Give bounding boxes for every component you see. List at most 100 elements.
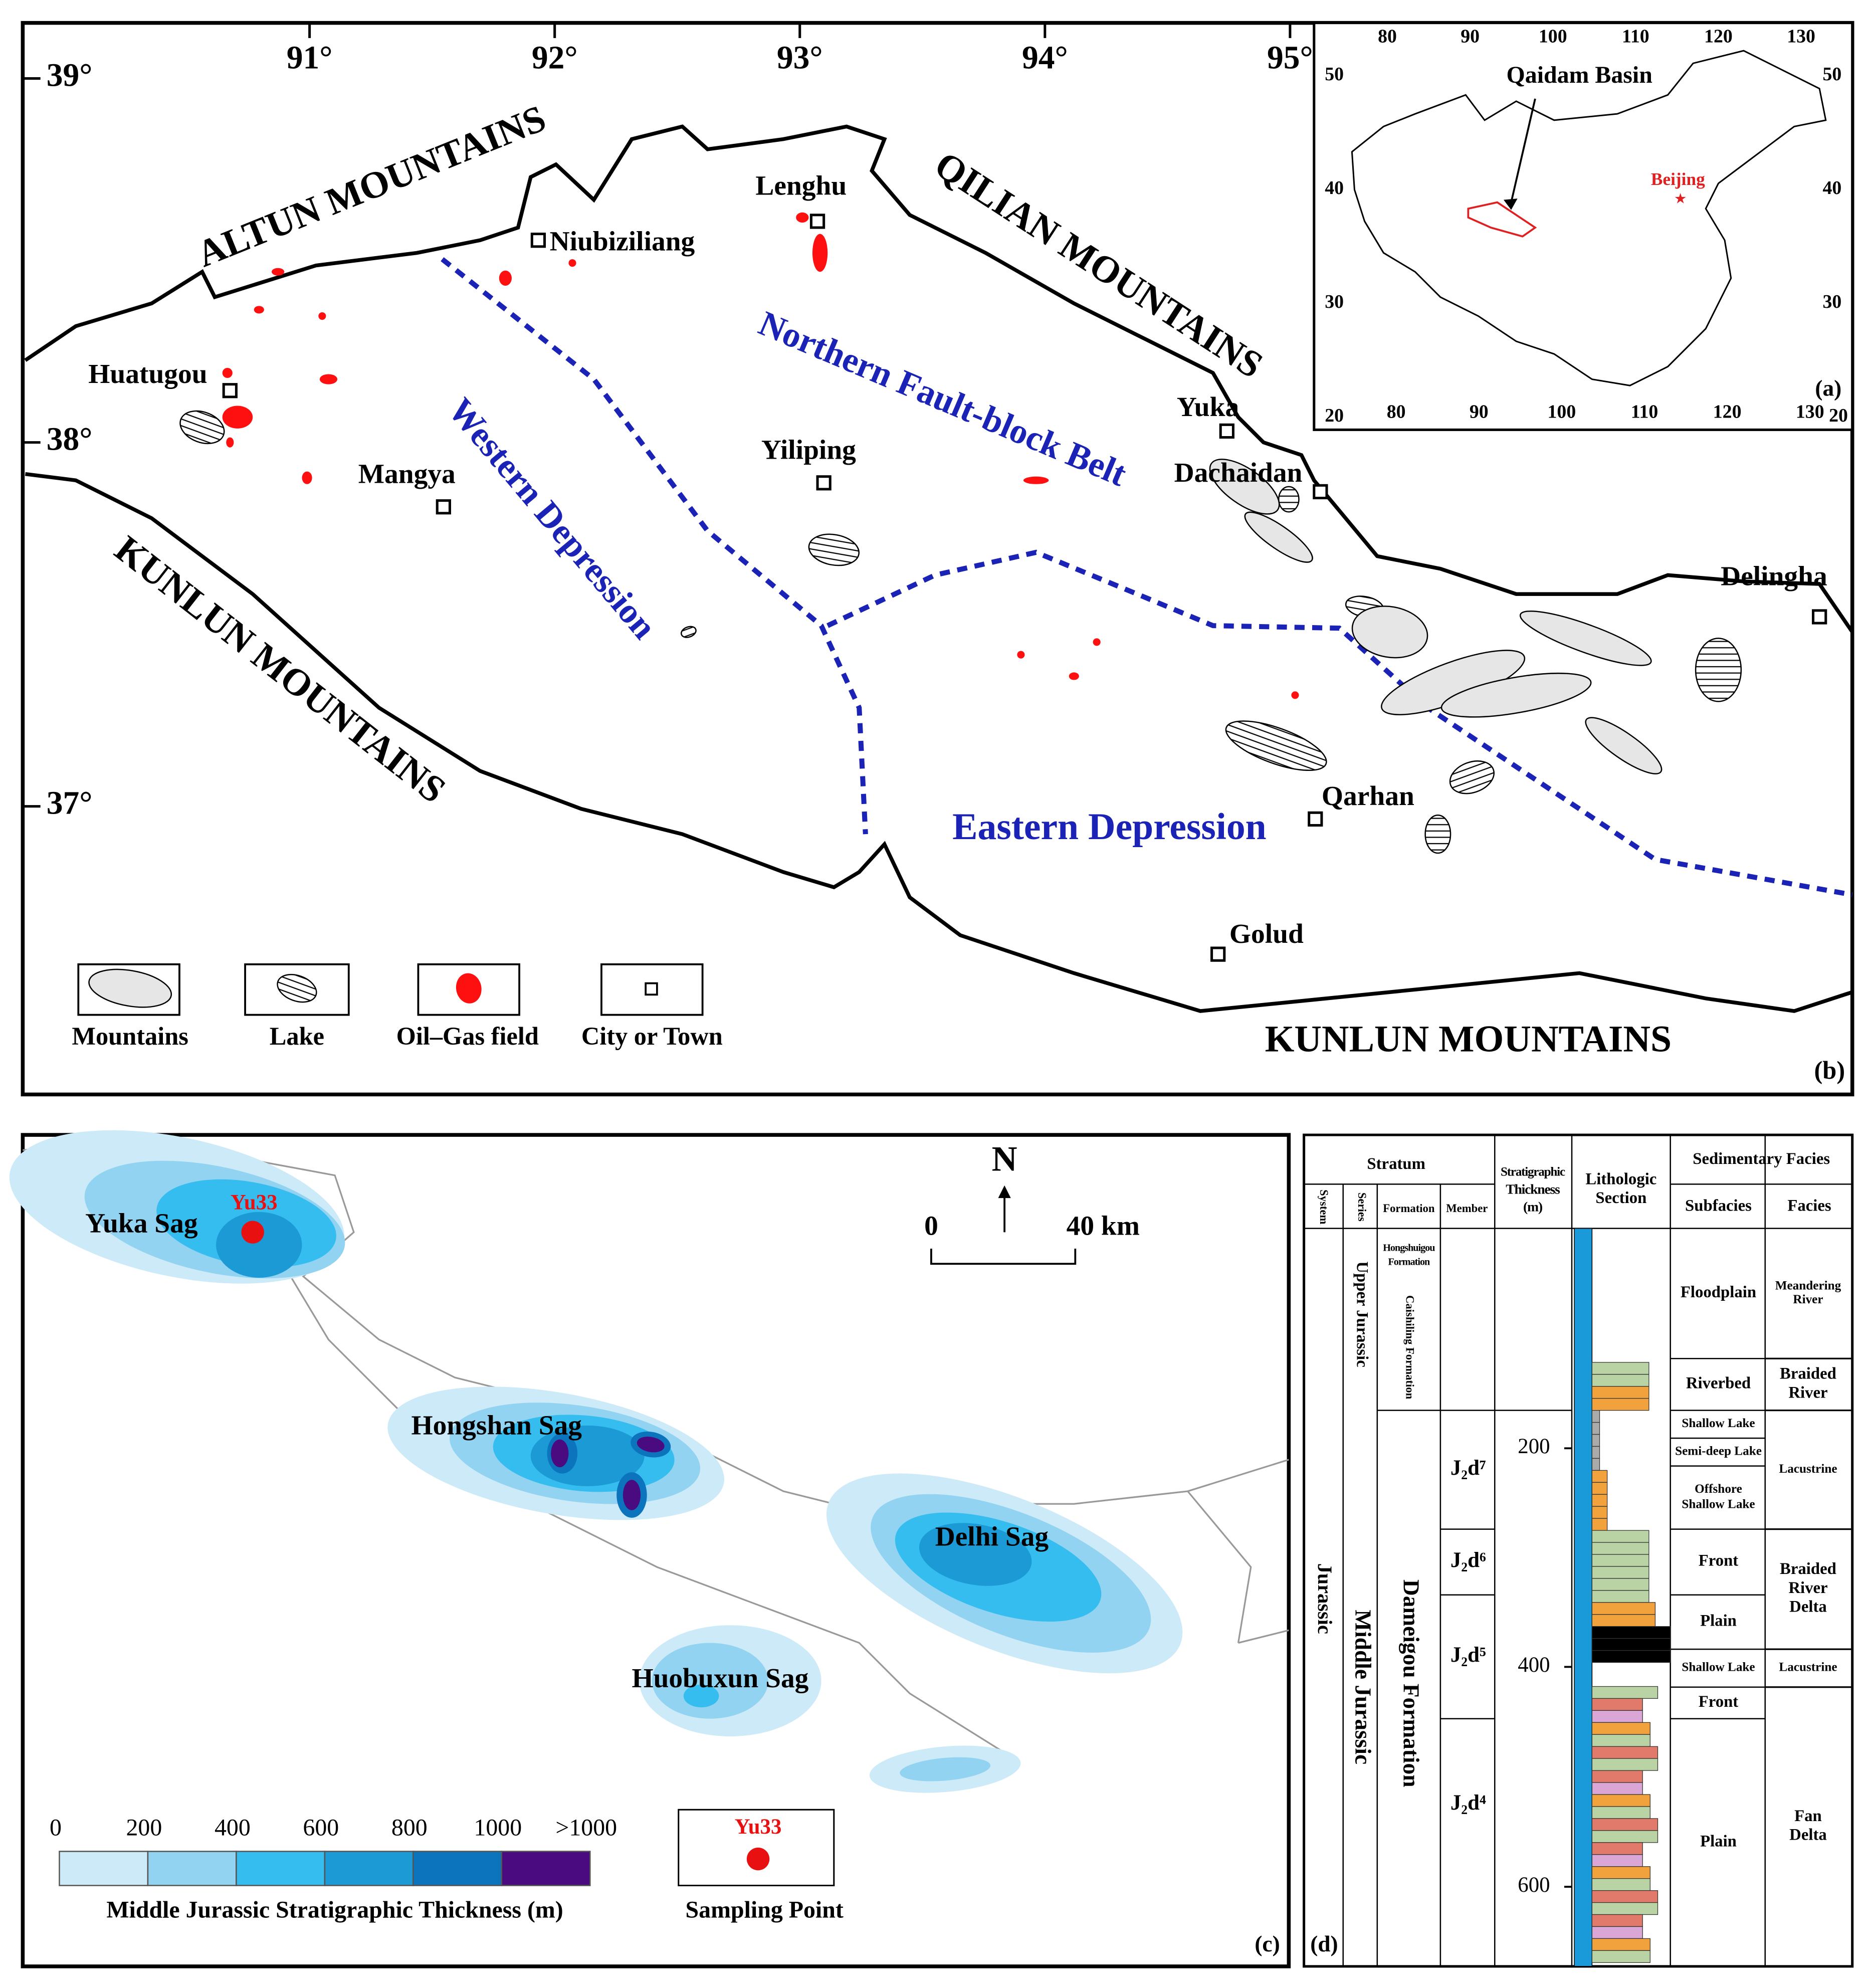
oil-gas-field [1069, 672, 1079, 680]
oil-gas-field [1017, 651, 1025, 659]
tick-label: 90 [1461, 26, 1480, 47]
lithology [1591, 1362, 1649, 1375]
oil-gas-field [499, 270, 512, 286]
lithology [1591, 1710, 1643, 1723]
lithology [1591, 1626, 1671, 1639]
region-label: QILIAN MOUNTAINS [927, 144, 1270, 386]
lithology [1591, 1686, 1658, 1699]
mountain [1585, 717, 1663, 774]
legend-tick: 400 [215, 1815, 251, 1841]
scale-bar [930, 1248, 1077, 1265]
legend-swatch [59, 1851, 149, 1886]
header: Formation [1383, 1202, 1435, 1215]
town-label: Golud [1229, 918, 1304, 949]
thickness-zone [622, 1480, 641, 1510]
oil-gas-field [222, 367, 233, 378]
tick-label: 120 [1713, 401, 1742, 422]
legend-tick: 1000 [474, 1815, 522, 1841]
thickness-tick: 400 [1518, 1653, 1550, 1677]
town-marker [436, 499, 451, 515]
facies-label: Lacustrine [1779, 1462, 1837, 1476]
header: (m) [1523, 1199, 1543, 1215]
subfacies-label: Plain [1700, 1832, 1737, 1850]
legend-mountain [88, 968, 172, 1008]
lake [681, 626, 697, 638]
legend-tick: 200 [126, 1815, 162, 1841]
lithology [1591, 1578, 1649, 1591]
formation-label: Caishiling Formation [1404, 1295, 1416, 1400]
town-marker [809, 214, 825, 229]
lake [1695, 638, 1742, 702]
facies-label: Meandering [1775, 1279, 1841, 1292]
header: Sedimentary Facies [1693, 1150, 1830, 1168]
lithology [1591, 1470, 1608, 1483]
lithology [1591, 1842, 1643, 1855]
region-label: KUNLUN MOUNTAINS [1265, 1018, 1672, 1060]
unit-boundary [441, 257, 1853, 898]
oil-gas-field [318, 312, 326, 320]
town-label: Niubiziliang [550, 226, 695, 257]
town-label: Delingha [1721, 561, 1827, 591]
thickness-tick: 200 [1518, 1435, 1550, 1458]
sag-label: Yuka Sag [85, 1208, 198, 1238]
facies-label: River [1793, 1293, 1823, 1306]
town-label: Lenghu [755, 170, 847, 201]
subfacies-label: Shallow Lake [1682, 1417, 1755, 1430]
mountain [1351, 606, 1428, 659]
lithology [1591, 1386, 1649, 1399]
lithology [1591, 1554, 1649, 1567]
panel-label: (d) [1310, 1931, 1338, 1956]
lithology [1591, 1446, 1600, 1459]
longitude-label: 94° [1022, 40, 1068, 76]
legend-label: City or Town [581, 1022, 723, 1050]
panel-label: (a) [1815, 376, 1841, 401]
formation-label: Formation [1388, 1256, 1430, 1267]
town-label: Mangya [358, 458, 456, 489]
lithology [1591, 1590, 1649, 1603]
lithology [1591, 1506, 1608, 1519]
oil-gas-field [1291, 691, 1299, 699]
town-marker [222, 383, 238, 399]
thickness-zone [637, 1437, 665, 1453]
legend-tick: >1000 [555, 1815, 617, 1841]
lithology [1591, 1374, 1649, 1387]
legend-swatch [324, 1851, 414, 1886]
subfacies-label: Offshore [1695, 1482, 1742, 1496]
formation-label: Dameigou Formation [1398, 1579, 1423, 1787]
town-marker [1219, 423, 1234, 439]
lithology [1591, 1758, 1658, 1771]
oil-gas-field [302, 471, 312, 484]
tick-label: 120 [1704, 26, 1733, 47]
thickness-zone [683, 1684, 719, 1708]
tick-label: 110 [1622, 26, 1649, 47]
tick-label: 80 [1378, 26, 1397, 47]
town-marker [530, 233, 546, 248]
lithology [1591, 1938, 1650, 1951]
series-label: Upper Jurassic [1353, 1261, 1371, 1367]
lithology [1591, 1458, 1600, 1471]
lithology [1591, 1770, 1643, 1783]
legend-swatch [412, 1851, 503, 1886]
oil-gas-field [796, 212, 809, 223]
facies-label: Fan [1794, 1807, 1822, 1825]
facies-label: Braided [1780, 1365, 1836, 1383]
header: Section [1595, 1189, 1646, 1207]
lithology [1591, 1518, 1608, 1531]
member-label: J₂d⁶ [1450, 1548, 1486, 1572]
legend-title: Middle Jurassic Stratigraphic Thickness … [106, 1896, 563, 1923]
unit-label: Eastern Depression [952, 806, 1267, 848]
oil-gas-field [1023, 476, 1049, 484]
town-label: Yiliping [761, 435, 856, 465]
lithology [1591, 1830, 1658, 1843]
facies-label: Delta [1789, 1826, 1827, 1844]
basin-south-boundary [25, 472, 1853, 1013]
lithology [1591, 1422, 1600, 1435]
north-arrow-head [998, 1185, 1011, 1199]
latitude-label: 39° [47, 58, 93, 94]
sampling-legend-dot [746, 1847, 770, 1871]
legend-box [417, 963, 520, 1016]
town-marker [816, 475, 832, 491]
lithology [1591, 1734, 1650, 1747]
region-label: ALTUN MOUNTAINS [191, 97, 552, 275]
thickness-zone [900, 1757, 991, 1781]
